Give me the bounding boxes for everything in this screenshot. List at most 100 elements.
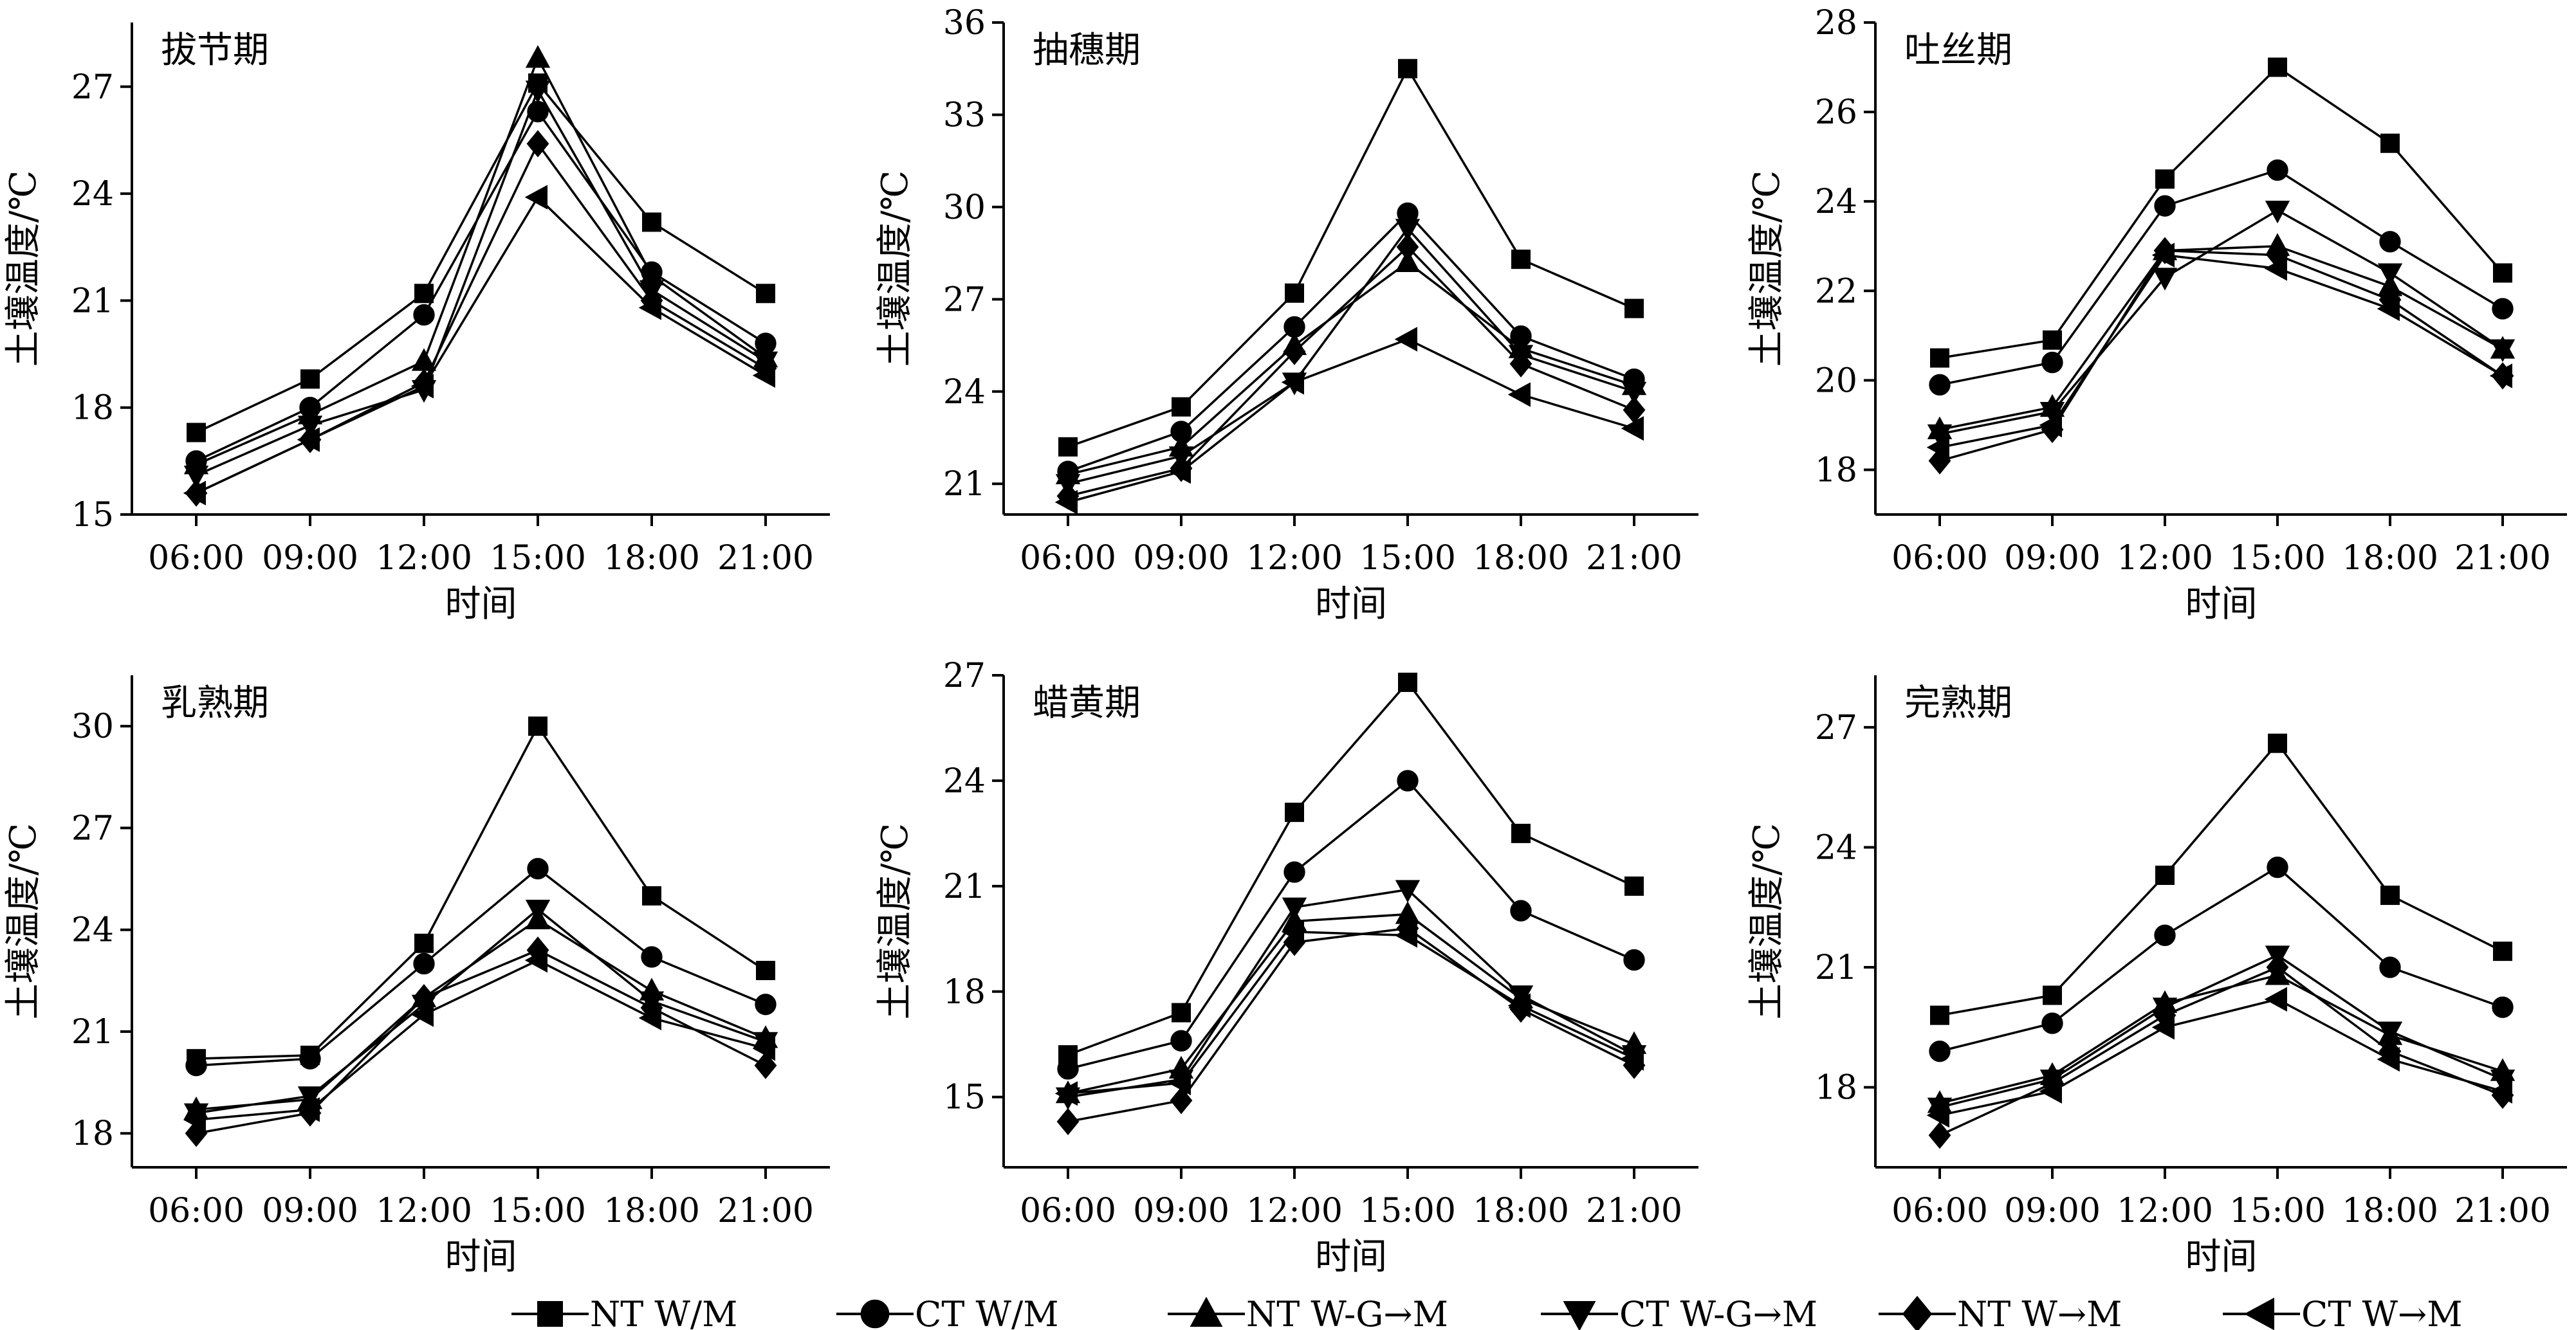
data-point (2264, 987, 2287, 1012)
x-tick-label: 06:00 (1891, 539, 1988, 578)
data-point (527, 858, 549, 880)
data-point (526, 130, 549, 158)
series-line (1067, 226, 1635, 485)
chart-panel-6: 18 21 24 27 06:00 09:00 12:00 15:00 18:00 21:00 时间… (1746, 675, 2567, 1278)
data-point (1396, 233, 1419, 261)
y-axis-title: 土壤温度/℃ (3, 823, 44, 1020)
data-point (1511, 250, 1531, 269)
x-tick-label: 21:00 (2454, 1192, 2551, 1230)
data-point (525, 900, 551, 923)
data-point (410, 1002, 434, 1027)
x-axis-title: 时间 (445, 583, 517, 625)
series-line (1067, 888, 1635, 1098)
data-point (1281, 370, 1304, 395)
x-tick-label: 21:00 (1586, 1192, 1682, 1230)
y-axis-title: 土壤温度/℃ (1746, 823, 1788, 1020)
y-tick-label: 24 (1815, 183, 1857, 221)
series-line (196, 81, 766, 434)
y-tick-label: 21 (943, 868, 986, 906)
data-point (1507, 993, 1531, 1018)
x-axis-title: 时间 (445, 1236, 517, 1278)
data-point (187, 423, 206, 442)
data-point (1930, 1005, 1949, 1025)
y-tick-label: 26 (1815, 93, 1857, 132)
data-point (299, 1048, 321, 1070)
y-tick-label: 24 (71, 175, 114, 214)
data-point (2041, 1012, 2063, 1034)
series-line (1067, 927, 1635, 1123)
x-tick-label: 09:00 (1133, 1192, 1229, 1230)
legend-marker (537, 1301, 563, 1327)
data-point (752, 1036, 775, 1061)
x-tick-label: 06:00 (1891, 1192, 1988, 1230)
data-point (1394, 327, 1417, 352)
data-point (1285, 283, 1304, 303)
data-point (1929, 1040, 1951, 1062)
data-point (2043, 330, 2062, 350)
data-point (183, 466, 209, 489)
data-point (1394, 923, 1417, 948)
x-tick-label: 12:00 (2117, 539, 2213, 578)
data-point (1057, 1058, 1079, 1080)
data-point (2152, 268, 2178, 291)
x-tick-label: 18:00 (2342, 539, 2438, 578)
x-tick-label: 12:00 (2117, 1192, 2213, 1230)
x-axis-title: 时间 (1315, 583, 1387, 625)
data-point (752, 363, 775, 388)
data-point (755, 994, 777, 1016)
data-point (638, 295, 661, 320)
y-axis-title: 土壤温度/℃ (874, 170, 916, 367)
legend-marker (860, 1299, 890, 1329)
data-point (756, 961, 775, 980)
legend-label: NT W-G→M (1246, 1294, 1448, 1330)
data-point (1283, 861, 1305, 883)
series-line (1067, 931, 1635, 1095)
data-point (2379, 231, 2401, 253)
data-point (2039, 1079, 2062, 1104)
x-tick-label: 21:00 (2454, 539, 2551, 578)
x-tick-label: 09:00 (2004, 539, 2101, 578)
data-point (756, 284, 775, 304)
data-point (414, 284, 434, 304)
data-point (525, 45, 551, 68)
y-tick-label: 21 (943, 465, 986, 504)
y-tick-label: 27 (71, 809, 114, 848)
series-line (1939, 866, 2503, 1053)
data-point (1170, 1030, 1192, 1052)
y-tick-label: 24 (71, 911, 114, 950)
y-tick-label: 21 (71, 1013, 114, 1052)
panel-title: 蜡黄期 (1033, 682, 1141, 724)
data-point (524, 185, 547, 210)
y-tick-label: 27 (1815, 709, 1857, 747)
data-point (528, 716, 547, 736)
series-line (1067, 680, 1635, 1056)
x-tick-label: 15:00 (1359, 1192, 1456, 1230)
x-tick-label: 15:00 (490, 1192, 586, 1230)
x-tick-label: 18:00 (603, 539, 700, 578)
legend-label: NT W→M (1957, 1294, 2122, 1330)
data-point (1054, 489, 1078, 515)
data-point (1510, 900, 1532, 922)
series-line (1939, 966, 2503, 1136)
y-tick-label: 18 (943, 973, 986, 1012)
data-point (2043, 985, 2062, 1005)
data-point (1058, 437, 1078, 457)
y-tick-label: 18 (1815, 451, 1857, 489)
data-point (1926, 1102, 1949, 1128)
series-line (1067, 913, 1635, 1095)
y-tick-label: 36 (943, 4, 986, 42)
data-point (2492, 996, 2514, 1018)
x-tick-label: 12:00 (1246, 539, 1343, 578)
panel-title: 拔节期 (161, 30, 269, 71)
panel-title: 乳熟期 (161, 682, 269, 724)
data-point (1507, 382, 1531, 407)
y-tick-label: 20 (1815, 361, 1857, 400)
series-line (196, 949, 766, 1134)
data-point (1170, 1087, 1193, 1115)
data-point (1928, 1122, 1951, 1149)
series-line (1939, 209, 2503, 435)
data-point (2155, 169, 2175, 189)
data-point (1395, 249, 1421, 272)
y-tick-label: 24 (943, 373, 986, 412)
y-tick-label: 18 (71, 1115, 114, 1153)
